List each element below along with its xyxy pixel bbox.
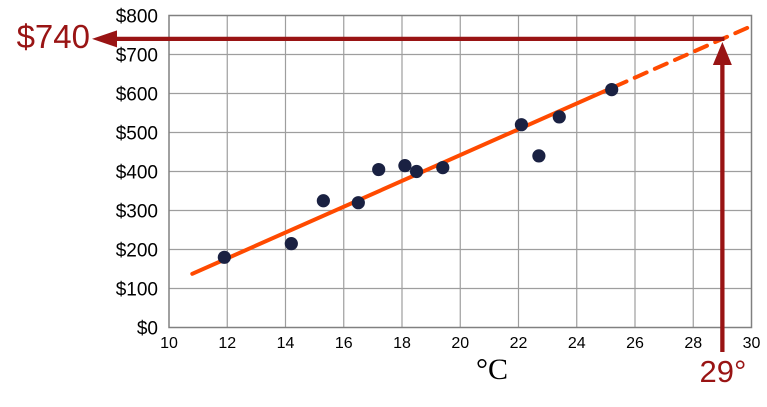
data-point xyxy=(217,250,231,264)
y-tick-label: $500 xyxy=(116,124,158,145)
annotation-temperature-label: 29° xyxy=(699,354,747,389)
x-axis-tick-labels: 10 12 14 16 18 20 22 24 26 28 30 xyxy=(160,335,760,352)
data-point xyxy=(436,161,450,175)
y-tick-label: $300 xyxy=(116,202,158,223)
y-tick-label: $700 xyxy=(116,46,158,67)
data-point xyxy=(316,194,330,208)
trend-line-extrapolated-dashed xyxy=(612,24,753,89)
annotation-arrows xyxy=(92,30,732,352)
data-point xyxy=(605,83,619,97)
y-tick-label: $400 xyxy=(116,163,158,184)
data-point xyxy=(284,237,298,251)
x-tick-label: 28 xyxy=(684,335,702,352)
x-tick-label: 24 xyxy=(568,335,586,352)
x-tick-label: 30 xyxy=(743,335,761,352)
y-tick-label: $200 xyxy=(116,241,158,262)
y-axis-tick-labels: $0 $100 $200 $300 $400 $500 $600 $700 $800 xyxy=(116,7,158,340)
data-point xyxy=(532,149,546,163)
data-point xyxy=(409,164,424,179)
x-tick-label: 12 xyxy=(218,335,236,352)
x-tick-label: 10 xyxy=(160,335,178,352)
x-tick-label: 18 xyxy=(393,335,411,352)
data-point xyxy=(552,110,566,124)
x-tick-label: 26 xyxy=(626,335,644,352)
up-arrowhead xyxy=(712,42,732,65)
data-point xyxy=(351,196,365,210)
data-point xyxy=(372,162,386,177)
x-axis-title: °C xyxy=(475,353,508,386)
data-point xyxy=(398,159,412,173)
trend-line-solid xyxy=(190,84,617,276)
trend-line xyxy=(190,24,753,276)
plot-area-border xyxy=(168,14,753,329)
x-tick-label: 14 xyxy=(277,335,295,352)
y-tick-label: $800 xyxy=(116,7,158,28)
x-tick-label: 22 xyxy=(510,335,528,352)
y-tick-label: $100 xyxy=(116,280,158,301)
left-arrowhead xyxy=(92,30,117,48)
plot-border xyxy=(168,14,753,329)
x-tick-label: 16 xyxy=(335,335,353,352)
data-points xyxy=(217,83,619,264)
gridlines xyxy=(169,15,752,328)
x-tick-label: 20 xyxy=(451,335,469,352)
y-tick-label: $600 xyxy=(116,85,158,106)
y-tick-label: $0 xyxy=(137,319,158,340)
annotation-predicted-value-label: $740 xyxy=(16,18,90,55)
data-point xyxy=(514,118,529,132)
